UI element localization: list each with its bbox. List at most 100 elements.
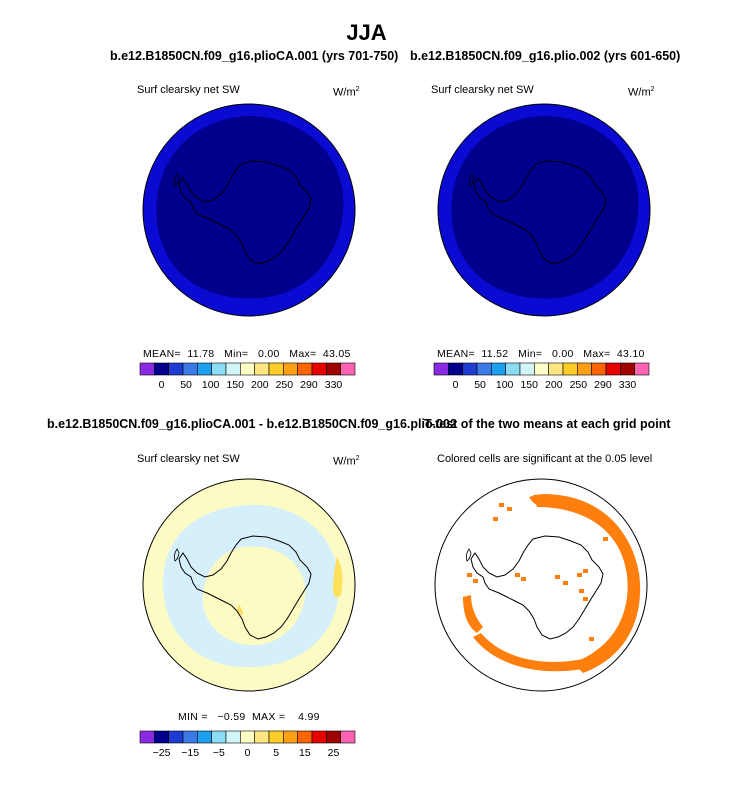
max-label: MAX = <box>251 711 286 723</box>
colorbar-swatch-6 <box>225 730 241 744</box>
max-value: 4.99 <box>298 711 320 723</box>
stats-top-right: MEAN= 11.52 Min= 0.00 Max= 43.10 <box>437 348 645 360</box>
colorbar-tick-4: 200 <box>251 379 269 391</box>
colorbar-swatch-7 <box>240 730 255 744</box>
sig-cell-3 <box>577 573 582 577</box>
units-top-right: W/m2 <box>628 86 655 99</box>
colorbar-tick-7: 330 <box>325 379 343 391</box>
max-value: 43.05 <box>322 348 351 360</box>
sig-cell-5 <box>555 575 560 579</box>
colorbar-tick-5: 250 <box>570 379 588 391</box>
colorbar-swatch-12 <box>311 362 327 376</box>
sig-cell-11 <box>473 579 478 583</box>
sig-south-arc <box>473 633 583 672</box>
map-boundary <box>434 478 648 692</box>
sig-cell-0 <box>499 503 504 507</box>
map-bottom-right <box>434 478 648 692</box>
units-bottom-left: W/m2 <box>333 455 360 468</box>
max-label: Max= <box>289 348 317 360</box>
colorbar-swatch-0 <box>433 362 449 376</box>
sig-cell-14 <box>493 517 498 521</box>
field-small-patch <box>237 605 243 615</box>
colorbar-swatch-8 <box>254 362 270 376</box>
colorbar-swatch-9 <box>268 362 284 376</box>
colorbar-swatch-12 <box>311 730 327 744</box>
panel-title-bottom-left: b.e12.B1850CN.f09_g16.plioCA.001 - b.e12… <box>47 417 457 431</box>
colorbar-swatch-13 <box>326 362 341 376</box>
sig-cell-2 <box>583 569 588 573</box>
field-inner-dark <box>156 116 344 299</box>
coastline-south-america <box>173 548 180 562</box>
colorbar-swatch-10 <box>283 730 298 744</box>
colorbar-tick-1: 50 <box>180 379 192 391</box>
colorbar-tick-5: 15 <box>299 747 311 759</box>
colorbar-swatch-5 <box>505 362 521 376</box>
min-value: 0.00 <box>551 348 574 360</box>
colorbar-tick-5: 250 <box>276 379 294 391</box>
coastline-antarctica <box>178 535 312 640</box>
colorbar-tick-0: 0 <box>159 379 165 391</box>
colorbar-tick-4: 5 <box>273 747 279 759</box>
sig-cell-8 <box>579 589 584 593</box>
colorbar-swatch-2 <box>462 362 478 376</box>
colorbar-swatch-1 <box>448 362 463 376</box>
colorbar-swatch-12 <box>605 362 621 376</box>
colorbar-swatch-7 <box>534 362 549 376</box>
coastline-south-america <box>468 173 475 187</box>
colorbar-tick-0: 0 <box>453 379 459 391</box>
coastline-antarctica <box>178 160 312 265</box>
colorbar-swatch-3 <box>182 730 198 744</box>
min-value: −0.59 <box>217 711 246 723</box>
subtitle-top-right: Surf clearsky net SW <box>431 84 534 96</box>
max-label: Max= <box>583 348 611 360</box>
colorbar-swatch-14 <box>634 362 650 376</box>
colorbar-swatch-2 <box>168 730 184 744</box>
subtitle-bottom-left: Surf clearsky net SW <box>137 453 240 465</box>
min-label: MIN = <box>178 711 208 723</box>
colorbar-swatch-1 <box>154 362 169 376</box>
colorbar-swatch-1 <box>154 730 169 744</box>
field-background <box>435 479 647 691</box>
map-top-right <box>437 103 651 317</box>
panel-title-top-right: b.e12.B1850CN.f09_g16.plio.002 (yrs 601-… <box>410 49 681 63</box>
colorbar-swatch-11 <box>297 730 313 744</box>
coastline-south-america <box>465 548 472 562</box>
colorbar-top-left: 0 50 100 150 200 250 290 330 <box>139 362 356 391</box>
colorbar-tick-2: 100 <box>496 379 514 391</box>
colorbar-swatch-4 <box>197 730 212 744</box>
max-value: 43.10 <box>616 348 645 360</box>
units-top-left: W/m2 <box>333 86 360 99</box>
colorbar-swatch-3 <box>182 362 198 376</box>
colorbar-swatch-3 <box>476 362 492 376</box>
min-label: Min= <box>224 348 249 360</box>
colorbar-swatch-4 <box>491 362 506 376</box>
colorbar-swatch-0 <box>139 362 155 376</box>
colorbar-tick-6: 290 <box>300 379 318 391</box>
colorbar-swatch-14 <box>340 362 356 376</box>
sig-cell-10 <box>467 573 472 577</box>
colorbar-tick-0: −25 <box>153 747 171 759</box>
subtitle-top-left: Surf clearsky net SW <box>137 84 240 96</box>
colorbar-swatch-9 <box>562 362 578 376</box>
colorbar-swatch-5 <box>211 730 227 744</box>
min-value: 0.00 <box>257 348 280 360</box>
colorbar-swatch-0 <box>139 730 155 744</box>
stats-bottom-left: MIN = −0.59 MAX = 4.99 <box>178 711 320 723</box>
mean-label: MEAN= <box>143 348 181 360</box>
colorbar-swatch-6 <box>225 362 241 376</box>
colorbar-swatch-8 <box>548 362 564 376</box>
colorbar-swatch-11 <box>591 362 607 376</box>
main-title: JJA <box>346 20 387 45</box>
colorbar-tick-3: 150 <box>226 379 244 391</box>
sig-west-arc <box>463 595 483 633</box>
colorbar-tick-3: 0 <box>245 747 251 759</box>
sig-cell-13 <box>543 667 548 671</box>
coastline-antarctica <box>470 535 604 640</box>
field-max-patch <box>333 557 343 598</box>
field-inner-dark <box>451 116 639 299</box>
colorbar-tick-4: 200 <box>545 379 563 391</box>
colorbar-swatch-2 <box>168 362 184 376</box>
colorbar-swatch-10 <box>577 362 592 376</box>
subtitle-bottom-right: Colored cells are significant at the 0.0… <box>437 453 653 465</box>
sig-cell-7 <box>521 577 526 581</box>
